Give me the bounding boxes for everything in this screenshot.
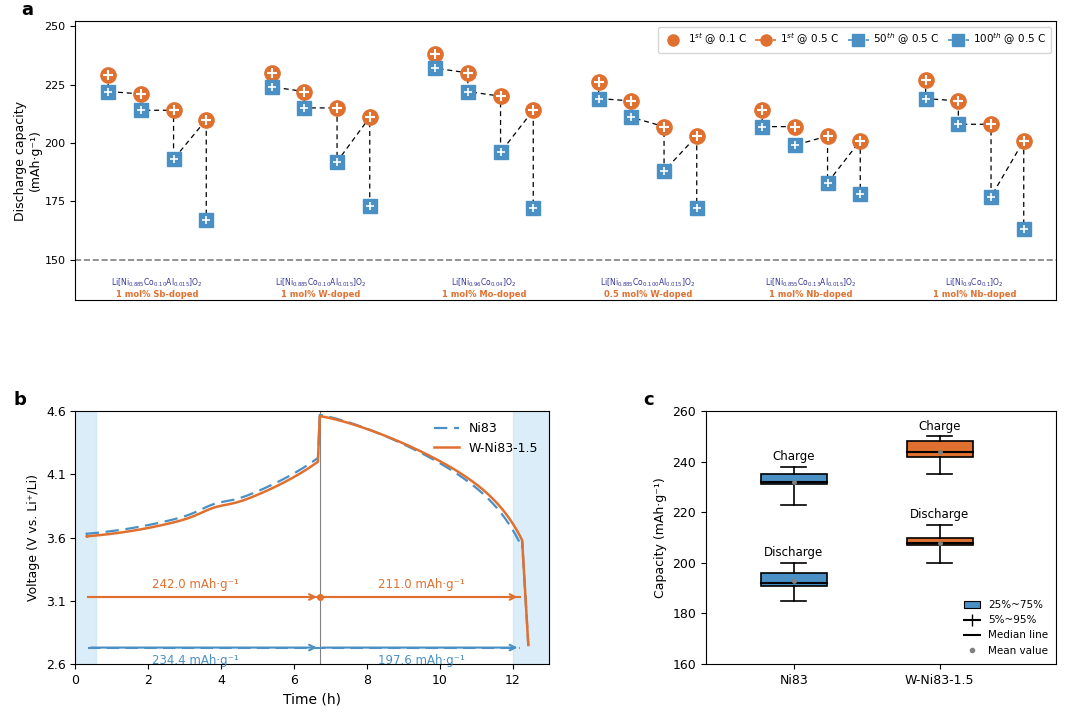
Text: 0.5 mol% W-doped: 0.5 mol% W-doped: [604, 291, 692, 299]
Text: Li[Ni$_{0.885}$Co$_{0.100}$Al$_{0.015}$]O$_2$: Li[Ni$_{0.885}$Co$_{0.100}$Al$_{0.015}$]…: [600, 276, 695, 288]
Text: 242.0 mAh·g⁻¹: 242.0 mAh·g⁻¹: [152, 578, 239, 590]
Bar: [761, 573, 827, 585]
Legend: 1$^{st}$ @ 0.1 C, 1$^{st}$ @ 0.5 C, 50$^{th}$ @ 0.5 C, 100$^{th}$ @ 0.5 C: 1$^{st}$ @ 0.1 C, 1$^{st}$ @ 0.5 C, 50$^…: [658, 26, 1051, 53]
Text: Li[Ni$_{0.885}$Co$_{0.10}$Al$_{0.015}$]O$_2$: Li[Ni$_{0.885}$Co$_{0.10}$Al$_{0.015}$]O…: [275, 276, 367, 288]
Text: Li[Ni$_{0.855}$Co$_{0.13}$Al$_{0.015}$]O$_2$: Li[Ni$_{0.855}$Co$_{0.13}$Al$_{0.015}$]O…: [765, 276, 857, 288]
Y-axis label: Voltage (V vs. Li⁺/Li): Voltage (V vs. Li⁺/Li): [27, 474, 41, 601]
Text: 211.0 mAh·g⁻¹: 211.0 mAh·g⁻¹: [378, 578, 466, 590]
W-Ni83-1.5: [470, 480, 483, 488]
Bar: [75, 411, 96, 664]
Bar: [907, 441, 972, 457]
Text: a: a: [22, 1, 33, 19]
Text: Charge: Charge: [918, 420, 960, 433]
W-Ni83-1.5: [314, 412, 327, 421]
Text: Discharge: Discharge: [910, 508, 969, 521]
Text: 1 mol% Mo-doped: 1 mol% Mo-doped: [442, 291, 526, 299]
Text: c: c: [642, 391, 653, 408]
Text: Li[Ni$_{0.885}$Co$_{0.10}$Al$_{0.015}$]O$_2$: Li[Ni$_{0.885}$Co$_{0.10}$Al$_{0.015}$]O…: [111, 276, 203, 288]
Bar: [907, 538, 972, 545]
Text: Li[Ni$_{0.96}$Co$_{0.04}$]O$_2$: Li[Ni$_{0.96}$Co$_{0.04}$]O$_2$: [452, 276, 517, 288]
Legend: Ni83, W-Ni83-1.5: Ni83, W-Ni83-1.5: [429, 418, 543, 460]
Text: 1 mol% Nb-doped: 1 mol% Nb-doped: [932, 291, 1017, 299]
Text: 1 mol% Nb-doped: 1 mol% Nb-doped: [770, 291, 853, 299]
X-axis label: Time (h): Time (h): [284, 693, 342, 706]
Text: 197.6 mAh·g⁻¹: 197.6 mAh·g⁻¹: [378, 654, 466, 667]
W-Ni83-1.5: [81, 532, 94, 540]
Text: 1 mol% Sb-doped: 1 mol% Sb-doped: [116, 291, 198, 299]
Text: Charge: Charge: [773, 450, 815, 463]
Bar: [513, 411, 550, 664]
W-Ni83-1.5: [328, 415, 341, 423]
Text: b: b: [14, 391, 27, 408]
Line: W-Ni83-1.5: W-Ni83-1.5: [86, 416, 528, 645]
Bar: [761, 474, 827, 485]
Y-axis label: Capacity (mAh·g⁻¹): Capacity (mAh·g⁻¹): [654, 477, 667, 598]
Ni83: [314, 411, 327, 419]
Ni83: [81, 530, 94, 538]
Ni83: [470, 483, 483, 492]
Text: Discharge: Discharge: [764, 546, 824, 559]
W-Ni83-1.5: [359, 424, 372, 433]
Text: Li[Ni$_{0.9}$Co$_{0.1}$]O$_2$: Li[Ni$_{0.9}$Co$_{0.1}$]O$_2$: [945, 276, 1004, 288]
Ni83: [472, 486, 485, 494]
W-Ni83-1.5: [522, 640, 535, 649]
Ni83: [350, 421, 363, 429]
W-Ni83-1.5: [350, 421, 363, 430]
Text: 234.4 mAh·g⁻¹: 234.4 mAh·g⁻¹: [152, 654, 239, 667]
Ni83: [522, 640, 535, 649]
W-Ni83-1.5: [383, 433, 396, 441]
W-Ni83-1.5: [472, 481, 485, 490]
Text: 1 mol% W-doped: 1 mol% W-doped: [281, 291, 360, 299]
Line: Ni83: Ni83: [86, 415, 528, 645]
Legend: 25%~75%, 5%~95%, Median line, Mean value: 25%~75%, 5%~95%, Median line, Mean value: [960, 597, 1051, 659]
Ni83: [359, 423, 372, 432]
Y-axis label: Discharge capacity
(mAh·g⁻¹): Discharge capacity (mAh·g⁻¹): [14, 101, 42, 221]
Ni83: [383, 433, 396, 442]
Ni83: [328, 414, 341, 423]
